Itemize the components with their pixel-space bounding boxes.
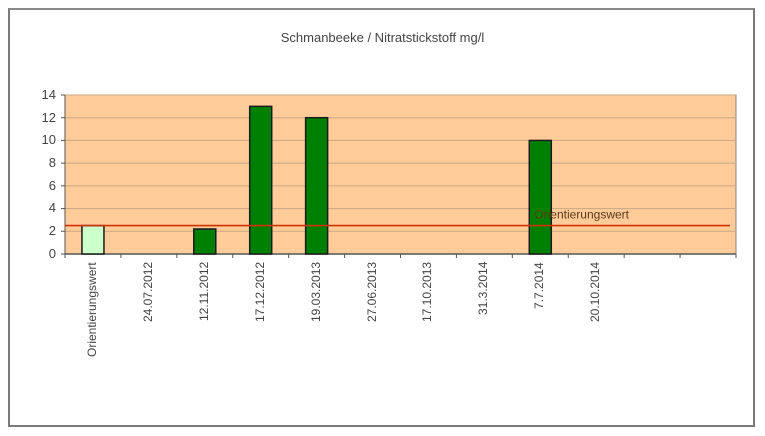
y-tick-label: 6 bbox=[48, 178, 56, 193]
x-tick-label: 24.07.2012 bbox=[140, 262, 155, 323]
y-tick-label: 12 bbox=[41, 110, 56, 125]
x-tick-label: Orientierungswert bbox=[84, 262, 99, 357]
y-tick-label: 10 bbox=[41, 132, 56, 147]
bar bbox=[304, 116, 329, 255]
y-tick-label: 0 bbox=[48, 246, 56, 261]
x-tick-label: 17.12.2012 bbox=[252, 262, 267, 323]
chart-title: Schmanbeeke / Nitratstickstoff mg/l bbox=[280, 30, 485, 45]
bar bbox=[81, 224, 105, 255]
x-tick-label: 7.7.2014 bbox=[532, 262, 547, 309]
y-tick-label: 8 bbox=[48, 155, 56, 170]
x-tick-label: 31.3.2014 bbox=[476, 262, 491, 316]
y-tick-label: 2 bbox=[48, 223, 56, 238]
reference-line-label: Orientierungswert bbox=[534, 208, 629, 222]
x-tick-label: 19.03.2013 bbox=[308, 262, 323, 323]
y-tick-label: 4 bbox=[48, 200, 56, 215]
x-tick-label: 12.11.2012 bbox=[196, 262, 211, 322]
bar bbox=[528, 139, 553, 255]
bar bbox=[193, 228, 217, 255]
bar bbox=[248, 105, 273, 255]
y-tick-label: 14 bbox=[41, 87, 56, 102]
x-tick-label: 17.10.2013 bbox=[420, 262, 435, 323]
plot-background bbox=[64, 94, 737, 255]
x-tick-label: 20.10.2014 bbox=[588, 262, 603, 323]
y-axis-labels: 14 12 10 8 6 4 2 0 bbox=[20, 0, 56, 436]
x-tick-label: 27.06.2013 bbox=[364, 262, 379, 323]
